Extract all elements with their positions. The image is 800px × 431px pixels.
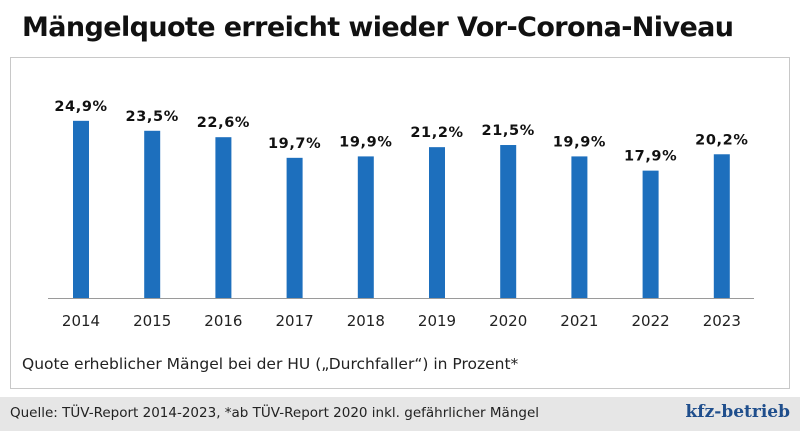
chart-panel: 24,9% 2014 23,5% 2015 22,6% 2016 19,7% 2017 19,9… (10, 57, 790, 389)
bar-2022 (642, 170, 659, 298)
x-tick-label-2021: 2021 (560, 312, 598, 330)
brand-logo: kfz-betrieb (685, 402, 790, 422)
x-tick-label-2016: 2016 (204, 312, 242, 330)
bar-2020 (500, 145, 517, 298)
data-label-2021: 19,9% (553, 134, 606, 150)
x-tick-label-2020: 2020 (489, 312, 527, 330)
data-label-2020: 21,5% (482, 123, 535, 139)
x-tick-label-2019: 2019 (418, 312, 456, 330)
bar-2023 (713, 154, 730, 298)
bar-2019 (429, 147, 445, 298)
x-tick-label-2023: 2023 (703, 312, 741, 330)
source-note: Quelle: TÜV-Report 2014-2023, *ab TÜV-Re… (10, 405, 539, 421)
x-tick-label-2017: 2017 (276, 312, 314, 330)
bar-2018 (357, 156, 374, 298)
data-label-2015: 23,5% (126, 109, 179, 125)
footer-bar: Quelle: TÜV-Report 2014-2023, *ab TÜV-Re… (0, 397, 800, 431)
data-label-2018: 19,9% (339, 134, 392, 150)
data-label-2023: 20,2% (695, 132, 748, 148)
chart-title: Mängelquote erreicht wieder Vor-Corona-N… (22, 12, 734, 43)
x-tick-label-2014: 2014 (62, 312, 100, 330)
bar-2014 (73, 120, 89, 298)
data-label-2017: 19,7% (268, 136, 321, 152)
bar-2015 (144, 130, 161, 298)
data-label-2022: 17,9% (624, 149, 677, 165)
x-tick-label-2022: 2022 (632, 312, 670, 330)
x-tick-label-2015: 2015 (133, 312, 171, 330)
bar-2021 (571, 156, 588, 298)
data-label-2016: 22,6% (197, 115, 250, 131)
data-label-2019: 21,2% (410, 125, 463, 141)
x-tick-label-2018: 2018 (347, 312, 385, 330)
data-label-2014: 24,9% (54, 99, 107, 115)
chart-subtitle: Quote erheblicher Mängel bei der HU („Du… (22, 355, 519, 373)
bar-chart: 24,9% 2014 23,5% 2015 22,6% 2016 19,7% 2017 19,9… (48, 99, 754, 330)
bar-2017 (286, 157, 303, 298)
bar-2016 (215, 137, 232, 298)
